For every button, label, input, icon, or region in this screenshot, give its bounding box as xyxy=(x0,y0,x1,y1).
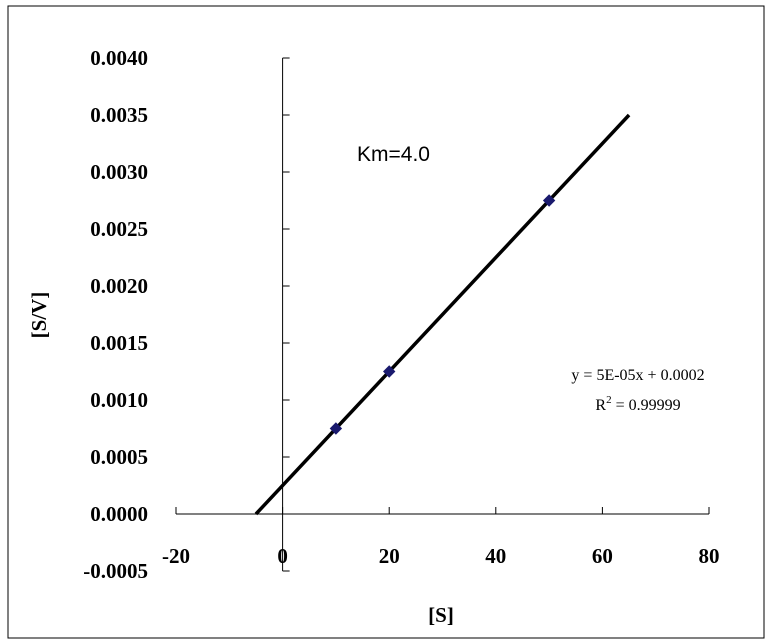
x-tick-label: 0 xyxy=(277,544,288,568)
r-squared-prefix: R xyxy=(595,397,606,414)
y-tick-labels: 0.0000 0.0005 0.0010 0.0015 0.0020 0.0025 0.00… xyxy=(83,46,148,583)
data-point xyxy=(329,422,343,435)
x-ticks xyxy=(175,507,710,514)
x-tick-label: 80 xyxy=(699,544,720,568)
y-tick-label: 0.0020 xyxy=(90,274,148,298)
data-point xyxy=(382,365,396,378)
y-tick-label: 0.0015 xyxy=(90,331,148,355)
y-axis-title: [S/V] xyxy=(27,292,51,339)
r-squared-superscript: 2 xyxy=(606,394,612,406)
y-tick-label: 0.0035 xyxy=(90,103,148,127)
r-squared-value: = 0.99999 xyxy=(612,397,681,414)
x-axis-title: [S] xyxy=(428,603,454,627)
y-tick-label: 0.0005 xyxy=(90,445,148,469)
chart-frame xyxy=(7,5,765,639)
x-tick-labels: -20 0 20 40 60 80 xyxy=(162,544,720,568)
x-tick-label: -20 xyxy=(162,544,190,568)
y-tick-label: 0.0030 xyxy=(90,160,148,184)
y-tick-label: 0.0010 xyxy=(90,388,148,412)
r-squared-annotation: R2 = 0.99999 xyxy=(595,394,680,414)
trendline xyxy=(254,113,631,516)
y-tick-label: 0.0000 xyxy=(90,502,148,526)
equation-annotation: y = 5E-05x + 0.0002 xyxy=(571,367,704,384)
data-points xyxy=(329,194,556,435)
km-annotation: Km=4.0 xyxy=(357,143,430,166)
y-tick-label: 0.0040 xyxy=(90,46,148,70)
y-tick-label: 0.0025 xyxy=(90,217,148,241)
y-ticks xyxy=(282,57,290,572)
x-tick-label: 60 xyxy=(592,544,613,568)
x-tick-label: 20 xyxy=(379,544,400,568)
data-point xyxy=(542,194,556,207)
y-tick-label: -0.0005 xyxy=(83,559,148,583)
x-tick-label: 40 xyxy=(485,544,506,568)
